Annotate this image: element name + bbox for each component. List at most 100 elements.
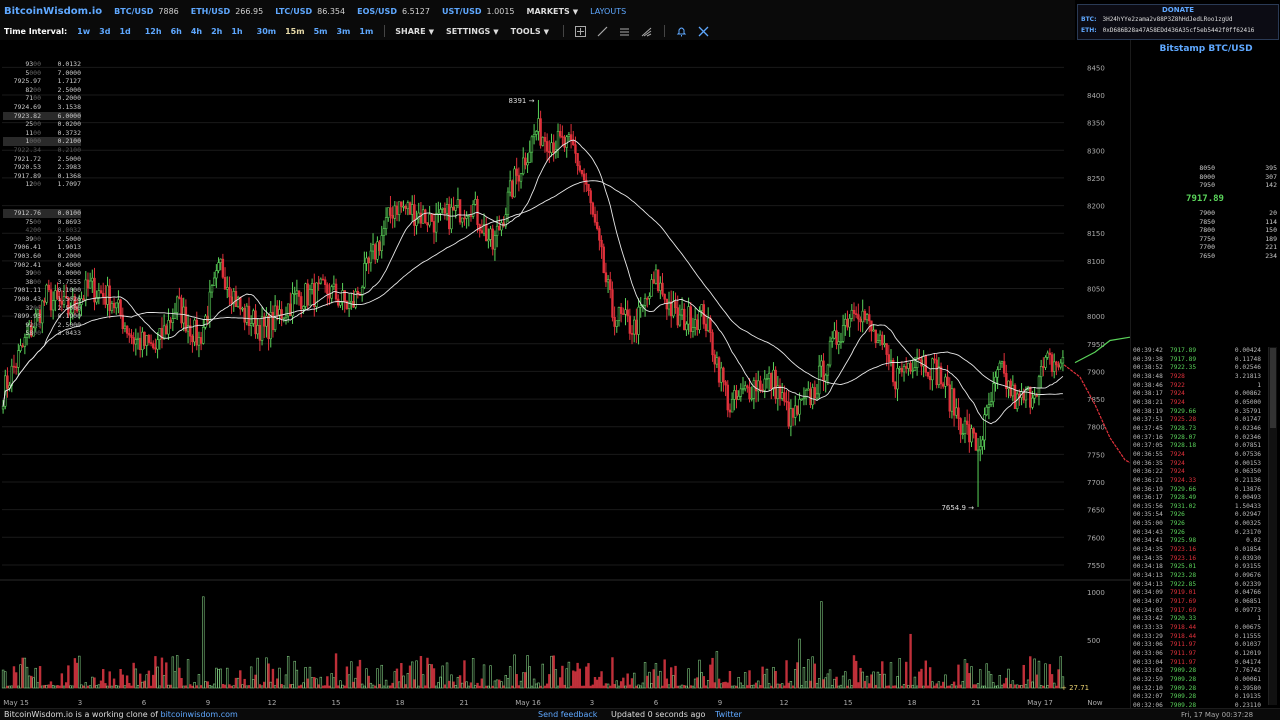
interval-1m[interactable]: 1m: [359, 26, 374, 36]
candle-body: [269, 311, 272, 340]
volume-bar: [1044, 663, 1047, 689]
candle-body: [1061, 357, 1065, 364]
trade-time: 00:34:35: [1133, 554, 1163, 562]
order-row[interactable]: 7906.41 1.9013: [3, 243, 81, 252]
volume-bar: [365, 668, 368, 689]
volume-bar: [291, 684, 294, 689]
volume-bar: [64, 682, 68, 689]
layouts-link[interactable]: LAYOUTS: [590, 6, 627, 16]
order-row[interactable]: 7922.34 0.2100: [3, 146, 81, 155]
low-annotation: 7654.9 →: [941, 504, 974, 512]
volume-bar: [637, 684, 640, 689]
volume-bar: [360, 683, 364, 689]
volume-bar: [206, 681, 209, 689]
order-row[interactable]: 4200 0.0032: [3, 226, 81, 235]
order-row[interactable]: 7923.82 6.0000: [3, 111, 81, 121]
horizontal-lines-icon[interactable]: [618, 24, 632, 38]
order-row[interactable]: 7912.76 0.0100: [3, 209, 81, 218]
order-row[interactable]: 7903.60 0.2000: [3, 252, 81, 261]
tools-menu[interactable]: TOOLS ▼: [511, 27, 549, 36]
clone-link[interactable]: bitcoinwisdom.com: [160, 710, 238, 719]
order-row[interactable]: 2500 0.0200: [3, 120, 81, 129]
share-menu[interactable]: SHARE ▼: [395, 27, 434, 36]
candle-body: [622, 313, 625, 315]
order-row[interactable]: 8200 2.5000: [3, 86, 81, 95]
ticker-btc[interactable]: BTC/USD 7886: [114, 7, 179, 16]
exchange-title[interactable]: Bitstamp BTC/USD: [1159, 44, 1253, 54]
interval-4h[interactable]: 4h: [190, 26, 203, 36]
order-row[interactable]: 1000 0.2100: [3, 137, 81, 146]
interval-6h[interactable]: 6h: [170, 26, 182, 36]
candle-body: [265, 315, 268, 327]
volume-bar: [112, 678, 116, 689]
order-row[interactable]: 7900.43 1.5026: [3, 295, 81, 304]
order-row[interactable]: 9200 2.5000: [3, 321, 81, 330]
price-chart[interactable]: 8450 8400 8350 8300 8250 8200 8150 8100 8050 8000…: [0, 40, 1130, 708]
order-row[interactable]: 7921.72 2.5000: [3, 155, 81, 164]
ticker-ltc[interactable]: LTC/USD 86.354: [275, 7, 345, 16]
scrollbar-thumb[interactable]: [1270, 348, 1276, 428]
interval-3d[interactable]: 3d: [99, 26, 111, 36]
interval-5m[interactable]: 5m: [313, 26, 328, 36]
markets-menu[interactable]: MARKETS ▼: [527, 7, 579, 16]
candle-body: [315, 282, 318, 307]
volume-bar: [110, 685, 114, 689]
order-row[interactable]: 7920.53 2.3983: [3, 163, 81, 172]
trade-history-scrollbar[interactable]: [1268, 347, 1277, 705]
site-logo[interactable]: BitcoinWisdom.io: [4, 5, 103, 17]
order-row[interactable]: 7902.41 0.4000: [3, 261, 81, 270]
order-row[interactable]: 7925.97 1.7127: [3, 77, 81, 86]
trade-time: 00:34:41: [1133, 537, 1163, 545]
candle-body: [43, 300, 46, 303]
candle-body: [180, 297, 183, 324]
order-row[interactable]: 7500 0.8693: [3, 218, 81, 227]
order-row[interactable]: 5800 3.0433: [3, 329, 81, 338]
order-row[interactable]: 7924.69 3.1538: [3, 103, 81, 112]
volume-bar: [456, 676, 460, 689]
candle-body: [787, 401, 790, 427]
interval-1w[interactable]: 1w: [77, 26, 91, 36]
eth-address[interactable]: 0xD686B28a47A58EDd436A35cf5eb5442f0ff624…: [1102, 27, 1255, 34]
order-price-suffix: 00: [33, 180, 41, 189]
interval-2h[interactable]: 2h: [211, 26, 223, 36]
order-row[interactable]: 3800 3.7555: [3, 278, 81, 287]
order-row[interactable]: 1200 1.7097: [3, 180, 81, 189]
alert-bell-icon[interactable]: [675, 24, 689, 38]
order-row[interactable]: 7901.11 0.1000: [3, 286, 81, 295]
ticker-ust[interactable]: UST/USD 1.0015: [442, 7, 515, 16]
order-row[interactable]: 7100 0.2000: [3, 94, 81, 103]
settings-menu[interactable]: SETTINGS ▼: [446, 27, 499, 36]
order-row[interactable]: 5000 7.0000: [3, 69, 81, 78]
order-row[interactable]: 3900 0.0000: [3, 269, 81, 278]
order-row[interactable]: 3900 2.5000: [3, 235, 81, 244]
order-row[interactable]: 7899.93 0.1900: [3, 312, 81, 321]
volume-bar: [824, 677, 827, 689]
ticker-eth[interactable]: ETH/USD 266.95: [191, 7, 263, 16]
interval-15m[interactable]: 15m: [285, 26, 305, 36]
btc-address[interactable]: 3H24hYYe2zama2v88P3Z8hHdJedLRoo1zgUd: [1102, 16, 1233, 23]
candle-body: [432, 221, 436, 233]
interval-30m[interactable]: 30m: [256, 26, 277, 36]
ticker-eos[interactable]: EOS/USD 6.5127: [357, 7, 430, 16]
order-row[interactable]: 1100 0.3732: [3, 129, 81, 138]
interval-1d[interactable]: 1d: [119, 26, 131, 36]
candle-body: [38, 309, 42, 324]
interval-1h[interactable]: 1h: [231, 26, 243, 36]
volume-bar: [1016, 684, 1019, 689]
interval-12h[interactable]: 12h: [144, 26, 162, 36]
interval-3m[interactable]: 3m: [336, 26, 351, 36]
fullscreen-icon[interactable]: [697, 24, 711, 38]
order-row[interactable]: 9300 0.0132: [3, 60, 81, 69]
volume-bar: [302, 682, 305, 689]
trendline-icon[interactable]: [596, 24, 610, 38]
send-feedback-link[interactable]: Send feedback: [538, 710, 598, 719]
fibonacci-icon[interactable]: [640, 24, 654, 38]
candle-body: [735, 390, 738, 400]
volume-bar: [371, 684, 375, 689]
crosshair-icon[interactable]: [574, 24, 588, 38]
order-row[interactable]: 7917.89 0.1368: [3, 172, 81, 181]
candle-body: [968, 424, 971, 443]
twitter-link[interactable]: Twitter: [715, 710, 742, 719]
order-row[interactable]: 3200 2.5000: [3, 304, 81, 313]
order-price: 7925.97: [13, 77, 41, 86]
